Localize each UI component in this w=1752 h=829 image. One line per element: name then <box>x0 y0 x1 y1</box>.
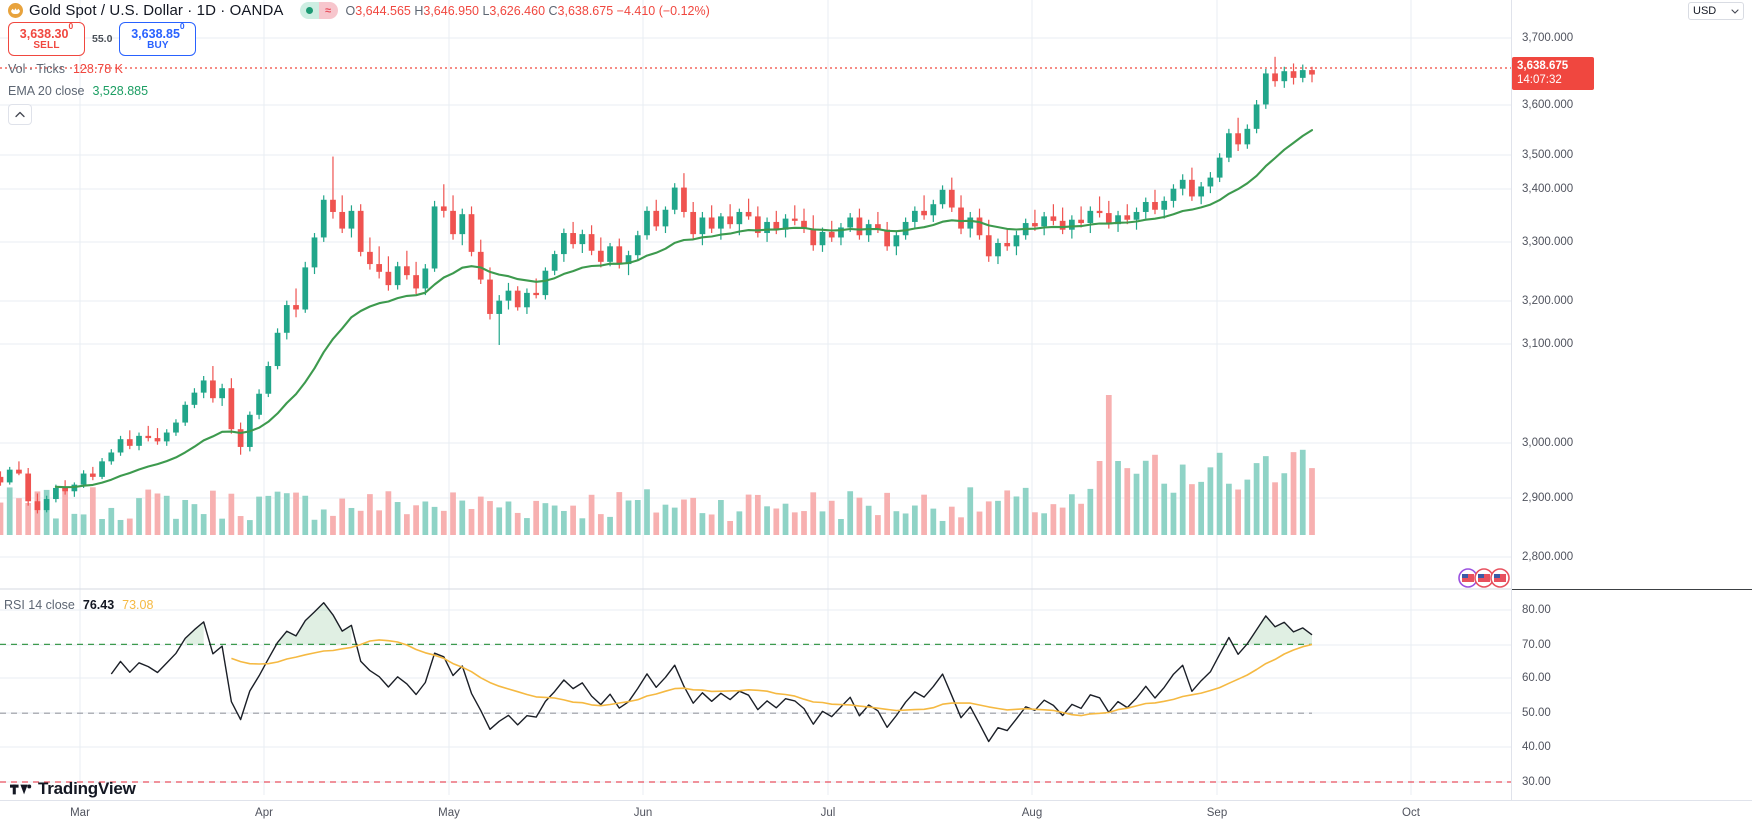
ohlc-change: −4.410 <box>616 3 656 18</box>
volume-indicator-name: Vol · Ticks <box>8 62 65 76</box>
rsi-ma-value: 73.08 <box>122 598 154 612</box>
buy-button[interactable]: 3,638.850 BUY <box>119 21 197 56</box>
tradingview-logo-icon <box>10 783 32 794</box>
buy-label: BUY <box>147 40 169 52</box>
ohlc-o-label: O <box>345 3 356 18</box>
chevron-down-icon <box>1731 8 1739 14</box>
rsi-tick: 70.00 <box>1522 639 1551 651</box>
sell-price: 3,638.300 <box>19 21 74 42</box>
rsi-indicator-name: RSI 14 close <box>4 598 75 612</box>
price-axis[interactable]: USD 3,700.000 3,600.000 3,500.000 3,400.000… <box>1511 0 1752 829</box>
ema-indicator-value: 3,528.885 <box>92 84 149 98</box>
rsi-tick: 50.00 <box>1522 707 1551 719</box>
us-flag-event-icon[interactable] <box>1474 568 1494 588</box>
market-status-pill[interactable]: ≈ <box>299 2 338 19</box>
rsi-indicator-value: 76.43 <box>82 598 115 612</box>
rsi-indicator-legend[interactable]: RSI 14 close 76.43 73.08 <box>4 598 153 612</box>
time-tick: Jul <box>820 807 836 819</box>
rsi-tick: 80.00 <box>1522 604 1551 616</box>
symbol-title[interactable]: Gold Spot / U.S. Dollar · 1D · OANDA <box>29 2 284 19</box>
price-tick: 2,800.000 <box>1522 551 1574 563</box>
sell-button[interactable]: 3,638.300 SELL <box>8 22 85 56</box>
watermark-text: TradingView <box>38 779 136 798</box>
price-tick: 3,000.000 <box>1522 437 1574 449</box>
ema-indicator-legend[interactable]: EMA 20 close 3,528.885 <box>8 84 148 98</box>
price-tick: 3,100.000 <box>1522 338 1574 350</box>
ohlc-c-label: C <box>548 3 558 18</box>
last-price-countdown: 14:07:32 <box>1517 74 1562 87</box>
time-tick: Mar <box>70 807 90 819</box>
ema-indicator-name: EMA 20 close <box>8 84 85 98</box>
axis-pane-divider <box>1512 589 1752 590</box>
symbol-legend[interactable]: Gold Spot / U.S. Dollar · 1D · OANDA ≈ O… <box>8 2 710 19</box>
last-price-value: 3,638.675 <box>1517 60 1569 72</box>
ohlc-h-value: 3,646.950 <box>423 3 479 18</box>
chart-canvas[interactable] <box>0 0 1511 829</box>
ohlc-l-label: L <box>482 3 490 18</box>
price-tick: 3,600.000 <box>1522 99 1574 111</box>
volume-indicator-value: 128.78 K <box>72 62 124 76</box>
spread-value: 55.0 <box>92 33 113 45</box>
time-tick: Oct <box>1402 807 1420 819</box>
ohlc-l-value: 3,626.460 <box>489 3 546 18</box>
rsi-tick: 30.00 <box>1522 776 1551 788</box>
price-tick: 3,500.000 <box>1522 149 1574 161</box>
currency-selector[interactable]: USD <box>1688 2 1744 20</box>
price-tick: 3,200.000 <box>1522 295 1574 307</box>
rsi-tick: 60.00 <box>1522 672 1551 684</box>
ohlc-change-pct: (−0.12%) <box>658 3 710 18</box>
ohlc-values: O3,644.565 H3,646.950 L3,626.460 C3,638.… <box>346 4 710 18</box>
volume-indicator-legend[interactable]: Vol · Ticks 128.78 K <box>8 62 123 76</box>
rsi-tick: 40.00 <box>1522 741 1551 753</box>
ohlc-o-value: 3,644.565 <box>355 3 411 18</box>
us-flag-event-icon[interactable] <box>1490 568 1510 588</box>
tradingview-watermark: TradingView <box>10 779 136 799</box>
delayed-data-icon: ≈ <box>318 2 338 19</box>
time-tick: Sep <box>1206 807 1228 819</box>
chevron-up-icon[interactable] <box>8 104 32 125</box>
price-tick: 3,400.000 <box>1522 183 1574 195</box>
ohlc-h-label: H <box>414 3 424 18</box>
price-tick: 2,900.000 <box>1522 492 1574 504</box>
ohlc-legend: ≈ O3,644.565 H3,646.950 L3,626.460 C3,63… <box>299 2 710 19</box>
currency-label: USD <box>1693 5 1717 17</box>
market-open-dot-icon <box>299 2 319 19</box>
order-widget[interactable]: 3,638.300 SELL 55.0 3,638.850 BUY <box>8 21 197 56</box>
sell-label: SELL <box>33 40 60 52</box>
price-tick: 3,300.000 <box>1522 236 1574 248</box>
time-tick: May <box>438 807 460 819</box>
chart-svg <box>0 0 1511 795</box>
ohlc-c-value: 3,638.675 <box>557 3 614 18</box>
time-axis[interactable]: Mar Apr May Jun Jul Aug Sep Oct <box>0 800 1752 829</box>
gold-coin-icon <box>8 3 23 18</box>
price-tick: 3,700.000 <box>1522 32 1574 44</box>
time-tick: Jun <box>633 807 653 819</box>
time-tick: Aug <box>1021 807 1043 819</box>
buy-price: 3,638.850 <box>131 21 185 42</box>
time-tick: Apr <box>255 807 273 819</box>
last-price-tag[interactable]: 3,638.675 14:07:32 <box>1512 57 1594 90</box>
